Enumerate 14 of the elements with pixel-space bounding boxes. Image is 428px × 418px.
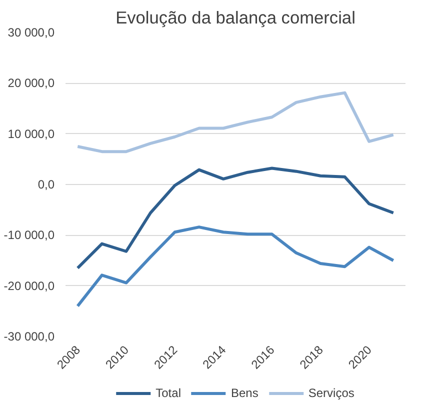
y-tick-label: -30 000,0 <box>4 330 55 344</box>
y-tick-label: 20 000,0 <box>8 76 55 90</box>
y-tick-label: 30 000,0 <box>8 26 55 40</box>
line-series <box>76 166 395 270</box>
line-series <box>76 91 395 154</box>
y-tick-label: -20 000,0 <box>4 278 55 293</box>
legend-label: Serviços <box>308 386 354 400</box>
legend-label: Total <box>156 386 181 400</box>
line-series <box>76 226 395 308</box>
y-tick-label: 0,0 <box>38 178 55 192</box>
y-tick-label: 10 000,0 <box>8 126 55 141</box>
y-tick-label: -10 000,0 <box>4 228 55 242</box>
legend-label: Bens <box>230 386 258 400</box>
chart-title: Evolução da balança comercial <box>116 8 356 28</box>
